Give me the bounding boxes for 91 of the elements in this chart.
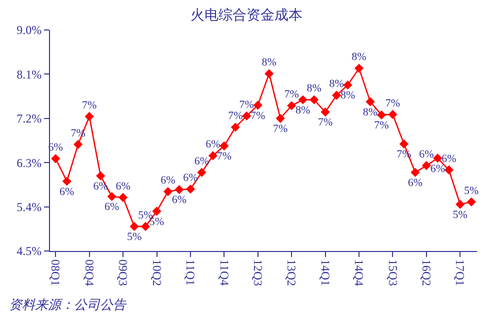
- data-label: 8%: [329, 78, 344, 90]
- point: [163, 187, 173, 196]
- point: [444, 165, 454, 175]
- point: [433, 154, 442, 163]
- data-label: 8%: [306, 82, 322, 95]
- data-label: 8%: [352, 51, 366, 64]
- data-label: 6%: [206, 138, 220, 151]
- data-label: 6%: [430, 162, 446, 175]
- x-tick-label: 10Q2: [150, 259, 164, 286]
- data-label: 5%: [464, 184, 479, 197]
- data-label: 8%: [295, 104, 310, 116]
- x-tick-label: 08Q4: [82, 259, 96, 286]
- data-label: 6%: [104, 201, 120, 214]
- point: [332, 90, 342, 100]
- data-label: 6%: [172, 194, 187, 206]
- x-tick-label: 09Q3: [116, 259, 130, 286]
- point: [84, 112, 94, 121]
- data-label: 5%: [452, 208, 468, 221]
- x-tick-label: 15Q3: [386, 259, 400, 286]
- y-tick-label: 9.0%: [16, 23, 42, 38]
- data-label: 6%: [442, 152, 456, 165]
- data-label: 6%: [116, 180, 130, 192]
- point: [287, 101, 296, 110]
- x-tick-label: 13Q2: [284, 259, 299, 286]
- point: [320, 107, 330, 117]
- point: [264, 69, 274, 78]
- point: [186, 184, 196, 194]
- point: [51, 154, 60, 164]
- data-label: 6%: [194, 155, 210, 168]
- point: [253, 100, 262, 110]
- data-label: 7%: [250, 110, 266, 122]
- point: [96, 171, 106, 180]
- data-label: 7%: [385, 97, 400, 110]
- x-tick-label: 11Q4: [217, 259, 232, 286]
- point: [366, 97, 375, 106]
- point: [276, 114, 285, 123]
- point: [456, 200, 465, 209]
- data-label: 8%: [340, 90, 356, 102]
- point: [376, 110, 386, 120]
- data-label: 7%: [318, 116, 333, 129]
- point: [74, 140, 83, 149]
- point: [140, 222, 150, 231]
- data-label: 7%: [216, 150, 232, 163]
- data-label: 7%: [82, 99, 97, 112]
- point: [62, 176, 72, 186]
- point: [422, 161, 431, 170]
- point: [343, 80, 352, 90]
- data-label: 7%: [284, 88, 299, 101]
- x-tick-label: 14Q1: [318, 259, 332, 286]
- point: [208, 151, 218, 160]
- point: [466, 197, 476, 206]
- data-label: 6%: [408, 177, 423, 190]
- point: [399, 139, 409, 148]
- point: [220, 141, 229, 150]
- x-tick-label: 11Q1: [184, 259, 198, 286]
- x-tick-label: 16Q2: [420, 259, 434, 286]
- data-label: 6%: [183, 172, 198, 184]
- data-label: 6%: [419, 148, 434, 160]
- data-label: 7%: [273, 123, 288, 136]
- text: 资料来源：公司公告: [9, 297, 127, 312]
- y-tick-label: 8.1%: [16, 67, 42, 82]
- point: [242, 111, 252, 120]
- data-label: 7%: [228, 110, 243, 122]
- chart-title: 火电综合资金成本: [190, 8, 302, 24]
- data-label: 8%: [262, 56, 276, 69]
- point: [310, 95, 319, 104]
- point: [107, 192, 116, 202]
- point: [298, 95, 308, 104]
- point: [118, 192, 128, 202]
- x-tick-label: 08Q1: [48, 259, 63, 286]
- y-tick-label: 4.5%: [16, 244, 42, 258]
- point: [174, 185, 184, 194]
- data-label: 6%: [160, 174, 176, 186]
- y-tick-label: 6.3%: [16, 156, 42, 170]
- point: [388, 110, 398, 120]
- data-label: 7%: [374, 120, 389, 132]
- point: [410, 168, 420, 177]
- point: [354, 64, 364, 73]
- x-tick-label: 17Q1: [453, 259, 468, 286]
- x-tick-label: 12Q3: [250, 259, 265, 286]
- point: [197, 168, 206, 177]
- point: [230, 122, 240, 132]
- data-label: 5%: [126, 231, 142, 244]
- data-label: 6%: [60, 186, 74, 198]
- data-label: 8%: [362, 106, 378, 118]
- x-tick-label: 14Q4: [352, 259, 366, 286]
- y-tick-label: 7.2%: [16, 112, 42, 126]
- point: [152, 206, 162, 216]
- y-tick-label: 5.4%: [16, 200, 42, 214]
- point: [130, 222, 139, 231]
- data-label: 7%: [239, 98, 254, 111]
